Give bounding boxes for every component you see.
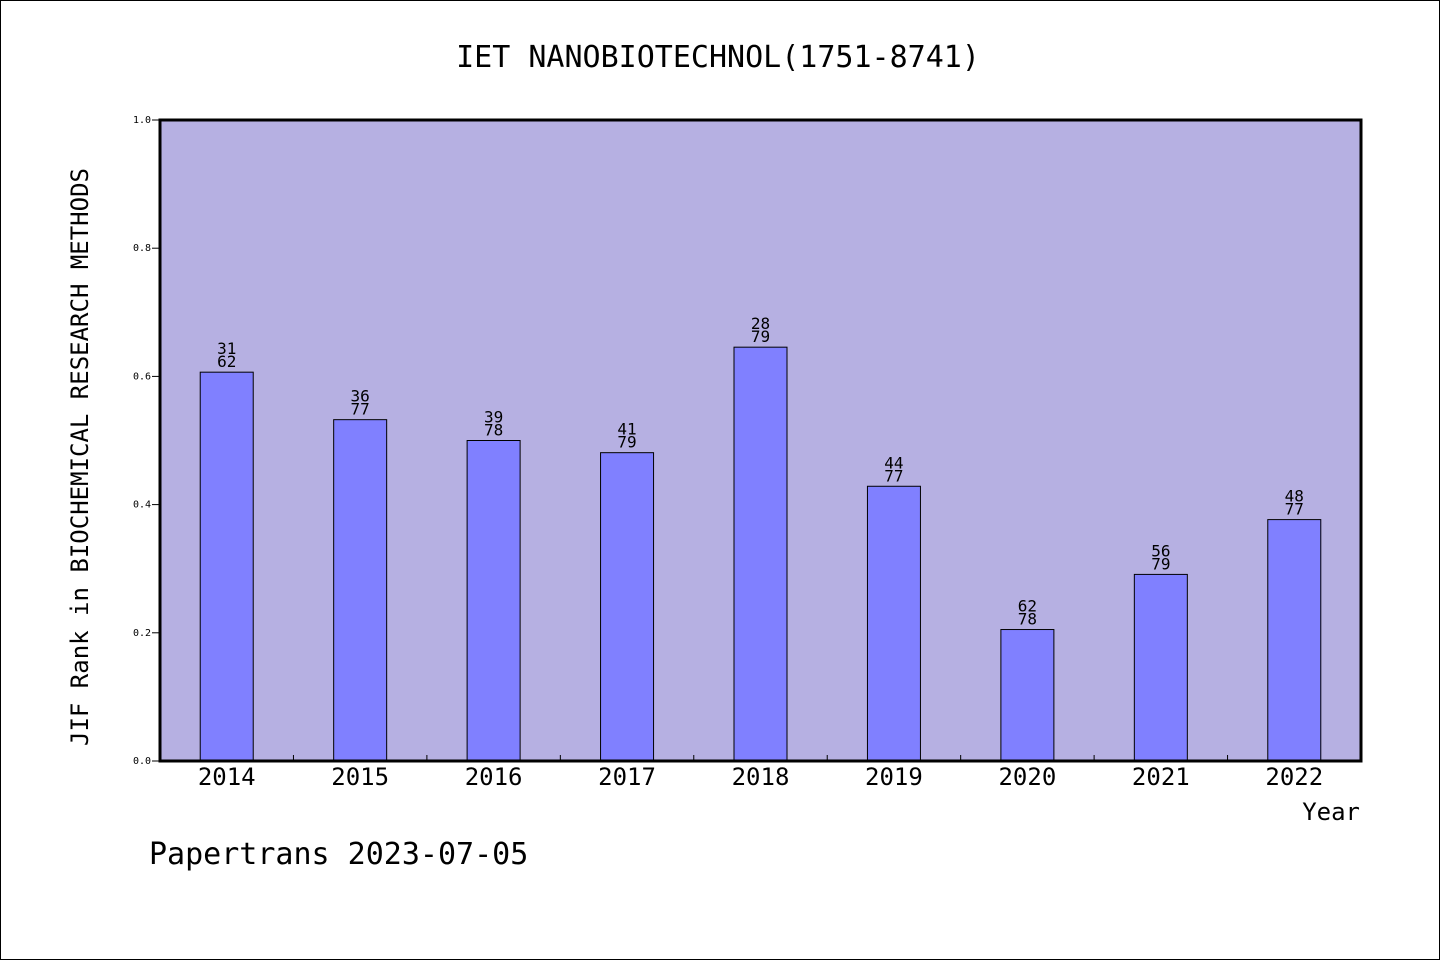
bar-2014 (199, 371, 254, 762)
x-tick-label-2021: 2021 (1132, 763, 1190, 791)
bar-2020 (1000, 629, 1055, 762)
bar-rank-label-2019: 44 (884, 453, 903, 472)
y-tick-label: 0.8 (133, 243, 151, 254)
x-tick-label-2016: 2016 (465, 763, 523, 791)
y-axis-ticks: 0.0 0.2 0.4 0.6 0.8 1.0 (133, 115, 160, 767)
bar-2021 (1133, 573, 1188, 762)
bar-rank-label-2021: 56 (1151, 541, 1170, 560)
bar-total-label-2022: 77 (1285, 500, 1304, 519)
bar-total-label-2016: 78 (484, 421, 503, 440)
bar-total-label-2014: 62 (217, 352, 236, 371)
x-tick-label-2017: 2017 (598, 763, 656, 791)
bar-total-label-2018: 79 (751, 327, 770, 346)
x-tick-label-2020: 2020 (998, 763, 1056, 791)
x-tick-label-2019: 2019 (865, 763, 923, 791)
bar-rank-label-2022: 48 (1285, 487, 1304, 506)
bar-rank-label-2018: 28 (751, 314, 770, 333)
y-tick-label: 0.6 (133, 371, 151, 382)
x-tick-label-2014: 2014 (198, 763, 256, 791)
footer-watermark: Papertrans 2023-07-05 (149, 837, 528, 872)
bar-2017 (600, 452, 655, 762)
y-axis-title: JIF Rank in BIOCHEMICAL RESEARCH METHODS (66, 168, 94, 746)
x-tick-label-2015: 2015 (331, 763, 389, 791)
bar-2016 (466, 440, 521, 762)
bar-total-label-2020: 78 (1018, 610, 1037, 629)
bar-rank-label-2020: 62 (1018, 597, 1037, 616)
bar-rank-label-2014: 31 (217, 339, 236, 358)
y-tick-label: 0.4 (133, 500, 151, 511)
chart-title: IET NANOBIOTECHNOL(1751-8741) (456, 40, 980, 75)
bar-2022 (1267, 519, 1322, 762)
bars (199, 346, 1322, 762)
x-axis-title: Year (1302, 798, 1360, 826)
x-tick-label-2018: 2018 (732, 763, 790, 791)
bar-total-label-2017: 79 (617, 433, 636, 452)
bar-2019 (866, 485, 921, 762)
plot-border (158, 118, 1363, 763)
x-axis-tick-labels: 2014 2015 2016 2017 2018 2019 2020 2021 2022 (198, 763, 1323, 791)
x-tick-label-2022: 2022 (1265, 763, 1323, 791)
bar-total-label-2015: 77 (351, 400, 370, 419)
bar-2018 (733, 346, 788, 762)
bar-2015 (333, 419, 388, 762)
bar-total-label-2019: 77 (884, 466, 903, 485)
y-tick-label: 0.0 (133, 756, 151, 767)
bar-rank-label-2017: 41 (617, 420, 636, 439)
y-tick-label: 0.2 (133, 628, 151, 639)
bar-rank-label-2015: 36 (351, 387, 370, 406)
bar-total-label-2021: 79 (1151, 554, 1170, 573)
y-tick-label: 1.0 (133, 115, 151, 126)
bar-rank-label-2016: 39 (484, 408, 503, 427)
